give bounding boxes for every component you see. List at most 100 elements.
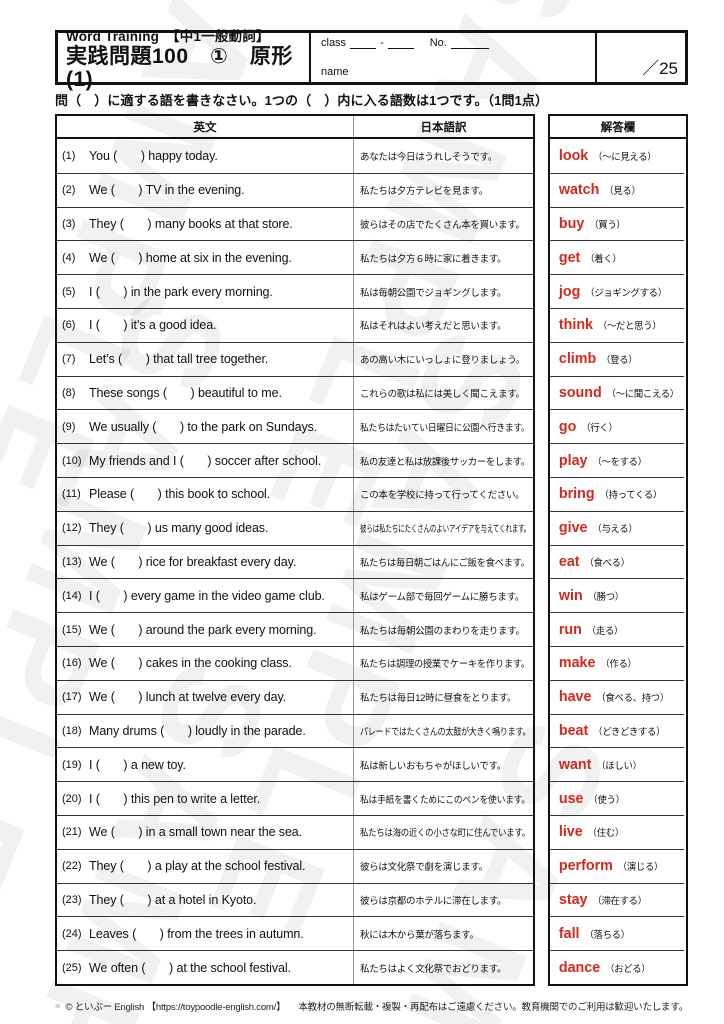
- english-sentence: We ( ) cakes in the cooking class.: [89, 656, 292, 671]
- table-row: (20) I ( ) this pen to write a letter. 私は手…: [57, 781, 533, 815]
- student-info-cell: class - No. name: [311, 33, 597, 82]
- english-sentence: My friends and I ( ) soccer after school…: [89, 453, 322, 468]
- japanese-translation: 私たちはよく文化祭でおどります。: [360, 963, 507, 975]
- answer-word: play: [558, 452, 588, 469]
- usage-notice: 本教材の無断転載・複製・再配布はご遠慮ください。教育機関でのご利用は歓迎いたしま…: [298, 1001, 688, 1013]
- japanese-cell: 私は毎朝公園でジョギングします。: [353, 275, 533, 308]
- question-number: (14): [62, 589, 82, 602]
- question-number: (3): [62, 217, 76, 230]
- answer-word: give: [558, 520, 588, 537]
- answer-gloss: （見る）: [604, 186, 641, 198]
- english-sentence: We ( ) TV in the evening.: [89, 183, 245, 198]
- japanese-cell: この本を学校に持って行ってください。: [353, 477, 533, 511]
- number-field[interactable]: [450, 37, 489, 49]
- table-row: (13) We ( ) rice for breakfast every day.…: [57, 544, 533, 579]
- question-number: (7): [62, 353, 76, 366]
- question-number: (24): [62, 927, 82, 940]
- answer-row: beat （どきどきする）: [550, 713, 684, 748]
- answer-row: live （住む）: [550, 814, 684, 849]
- japanese-translation: この本を学校に持って行ってください。: [360, 490, 525, 502]
- answer-word: eat: [558, 553, 580, 570]
- japanese-cell: 私たちはよく文化祭でおどります。: [353, 951, 533, 984]
- answer-word: use: [558, 790, 584, 807]
- answer-gloss: （滞在する）: [592, 895, 647, 907]
- japanese-translation: これらの歌は私には美しく聞こえます。: [360, 388, 525, 400]
- question-cell: (18) Many drums ( ) loudly in the parade.: [57, 715, 353, 748]
- question-cell: (13) We ( ) rice for breakfast every day.: [57, 546, 353, 579]
- answer-word: look: [558, 147, 589, 164]
- answer-word: have: [558, 689, 592, 706]
- answer-word: want: [558, 756, 592, 773]
- class-field[interactable]: [350, 37, 377, 49]
- english-sentence: We often ( ) at the school festival.: [89, 960, 291, 975]
- question-number: (16): [62, 657, 82, 670]
- answer-gloss: （〜に聞こえる）: [606, 388, 680, 400]
- japanese-translation: 私たちは毎朝公園のまわりを走ります。: [360, 625, 525, 637]
- answer-row: climb （登る）: [550, 341, 684, 376]
- english-sentence: They ( ) many books at that store.: [89, 216, 293, 231]
- question-cell: (8) These songs ( ) beautiful to me.: [57, 377, 353, 410]
- answer-word: get: [558, 249, 581, 266]
- question-cell: (12) They ( ) us many good ideas.: [57, 512, 353, 545]
- answer-word: dance: [558, 959, 601, 976]
- question-number: (2): [62, 184, 76, 197]
- question-cell: (3) They ( ) many books at that store.: [57, 208, 353, 241]
- question-cell: (22) They ( ) a play at the school festiv…: [57, 850, 353, 883]
- table-row: (1) You ( ) happy today. あなたは今日はうれしそうです。: [57, 139, 533, 173]
- table-row: (21) We ( ) in a small town near the sea.…: [57, 814, 533, 849]
- japanese-translation: 私たちは夕方テレビを見ます。: [360, 186, 488, 198]
- answer-row: buy （買う）: [550, 206, 684, 241]
- answer-row: have （食べる、持つ）: [550, 679, 684, 714]
- japanese-cell: 秋には木から葉が落ちます。: [353, 917, 533, 951]
- answer-word: sound: [558, 384, 602, 401]
- english-sentence: Please ( ) this book to school.: [89, 487, 271, 502]
- question-cell: (15) We ( ) around the park every morning…: [57, 613, 353, 646]
- answer-row: run （走る）: [550, 612, 684, 646]
- answer-gloss: （与える）: [592, 524, 638, 536]
- answer-gloss: （おどる）: [605, 963, 651, 975]
- answer-gloss: （〜だと思う）: [597, 321, 662, 333]
- answer-gloss: （落ちる）: [584, 929, 630, 941]
- question-cell: (20) I ( ) this pen to write a letter.: [57, 782, 353, 815]
- question-cell: (24) Leaves ( ) from the trees in autumn.: [57, 917, 353, 950]
- english-sentence: We ( ) lunch at twelve every day.: [89, 690, 287, 705]
- answer-word: run: [558, 621, 582, 638]
- table-row: (11) Please ( ) this book to school. この本を学…: [57, 476, 533, 511]
- japanese-cell: 私の友達と私は放課後サッカーをします。: [353, 444, 533, 477]
- column-header-japanese: 日本語訳: [353, 116, 533, 137]
- answer-gloss: （ほしい）: [596, 760, 642, 772]
- question-cell: (16) We ( ) cakes in the cooking class.: [57, 647, 353, 680]
- answer-row: eat （食べる）: [550, 544, 684, 579]
- question-table: 英文 日本語訳 (1) You ( ) happy today. あなたは今日はうれ…: [55, 114, 535, 986]
- question-number: (11): [62, 488, 81, 501]
- class-field-2[interactable]: [387, 37, 414, 49]
- japanese-cell: 私は手紙を書くためにこのペンを使います。: [353, 782, 533, 815]
- column-header-answer: 解答欄: [600, 121, 636, 134]
- class-label: class: [321, 37, 347, 49]
- name-label: name: [321, 66, 349, 78]
- answer-row: sound （〜に聞こえる）: [550, 375, 684, 410]
- answer-gloss: （ジョギングする）: [585, 287, 667, 299]
- answer-row: look （〜に見える）: [550, 139, 684, 173]
- japanese-cell: 私たちは夕方テレビを見ます。: [353, 173, 533, 207]
- table-row: (15) We ( ) around the park every morning…: [57, 612, 533, 646]
- english-sentence: Let’s ( ) that tall tree together.: [89, 352, 269, 367]
- footer: © といぷー English 【https://toypoodle-englis…: [55, 995, 688, 1017]
- answer-table: 解答欄 look （〜に見える） watch （見る） buy （買う） get （着く） jo…: [548, 114, 688, 986]
- instruction-text: 問（ ）に適する語を書きなさい。1つの（ ）内に入る語数は1つです。（1問1点）: [55, 93, 549, 108]
- page-title: 実践問題100 ① 原形(1): [66, 44, 293, 91]
- english-sentence: I ( ) it’s a good idea.: [89, 318, 217, 333]
- table-row: (2) We ( ) TV in the evening. 私たちは夕方テレビを見ま…: [57, 172, 533, 207]
- table-row: (14) I ( ) every game in the video game c…: [57, 578, 533, 613]
- answer-row: jog （ジョギングする）: [550, 274, 684, 308]
- question-number: (25): [62, 961, 82, 974]
- english-sentence: We ( ) in a small town near the sea.: [89, 825, 303, 840]
- question-number: (15): [62, 623, 82, 636]
- worksheet-title: Word Training 【中1一般動詞】 実践問題100 ① 原形(1): [58, 29, 311, 91]
- japanese-translation: 私たちは調理の授業でケーキを作ります。: [360, 659, 530, 671]
- score-box: ／25: [597, 33, 685, 82]
- answer-gloss: （作る）: [600, 659, 637, 671]
- question-number: (9): [62, 420, 76, 433]
- answer-gloss: （勝つ）: [587, 591, 625, 603]
